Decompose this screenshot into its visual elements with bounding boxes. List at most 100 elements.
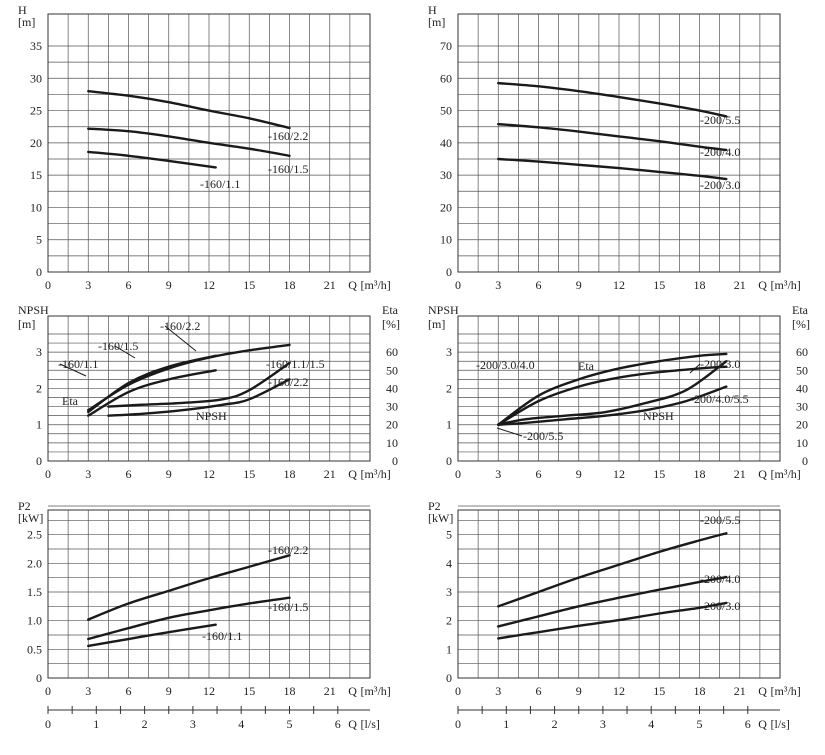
- x-tick-label: 6: [126, 684, 132, 698]
- y-tick-label: 2.0: [27, 556, 42, 570]
- label-leader: [496, 427, 523, 437]
- series-line--160-1-5: [87, 127, 291, 157]
- x-tick-label: 15: [653, 467, 665, 481]
- x-tick-label: 15: [243, 467, 255, 481]
- x-tick-label: 3: [495, 467, 501, 481]
- y2-axis-label: Eta: [382, 303, 399, 317]
- x-axis-unit: [m³/h]: [361, 684, 391, 698]
- y-tick-label: 2.5: [27, 528, 42, 542]
- y2-tick-label: 40: [386, 381, 398, 395]
- series-label: -160/1.1: [58, 357, 98, 371]
- x-tick-label: 18: [694, 278, 706, 292]
- x2-tick-label: 4: [238, 717, 244, 731]
- x-axis-unit: [m³/h]: [771, 278, 801, 292]
- series-label: -200/4.0: [700, 145, 740, 159]
- x-tick-label: 6: [536, 684, 542, 698]
- x-tick-label: 18: [284, 684, 296, 698]
- y-tick-label: 15: [30, 168, 42, 182]
- x-tick-label: 9: [166, 684, 172, 698]
- x-tick-label: 9: [166, 467, 172, 481]
- y-tick-label: 0: [36, 454, 42, 468]
- x2-tick-label: 6: [335, 717, 341, 731]
- x2-tick-label: 6: [745, 717, 751, 731]
- x-tick-label: 0: [45, 467, 51, 481]
- x-axis-label: Q: [758, 467, 767, 481]
- annotation-eta: Eta: [578, 359, 595, 373]
- x-tick-label: 9: [166, 278, 172, 292]
- y2-tick-label: 10: [386, 436, 398, 450]
- y-tick-label: 10: [440, 233, 452, 247]
- y-tick-label: 60: [440, 71, 452, 85]
- y-tick-label: 1: [36, 418, 42, 432]
- series-line--160-1-5: [87, 354, 217, 414]
- series-line--160-2-2: [87, 554, 291, 621]
- annotation-npsh: NPSH: [196, 409, 227, 423]
- y-tick-label: 50: [440, 104, 452, 118]
- series-line--160-2-2: [107, 378, 291, 417]
- y-tick-label: 35: [30, 39, 42, 53]
- x-tick-label: 6: [536, 467, 542, 481]
- series-line--160-1-1: [87, 150, 217, 169]
- grid: [457, 13, 781, 273]
- x2-tick-label: 2: [142, 717, 148, 731]
- y2-tick-label: 0: [802, 454, 808, 468]
- y-tick-label: 5: [446, 528, 452, 542]
- x-tick-label: 15: [653, 278, 665, 292]
- label-leader: [689, 363, 701, 374]
- x-tick-label: 21: [734, 684, 746, 698]
- plot-frame: [457, 13, 781, 273]
- y2-axis-unit: [%]: [382, 317, 400, 331]
- x-tick-label: 0: [455, 684, 461, 698]
- y-tick-label: 1: [446, 642, 452, 656]
- y-tick-label: 30: [440, 168, 452, 182]
- y-tick-label: 0: [446, 454, 452, 468]
- series-label: -160/1.5: [268, 162, 308, 176]
- x-axis-unit: [m³/h]: [771, 467, 801, 481]
- x-axis-unit: [m³/h]: [361, 278, 391, 292]
- y-tick-label: 0: [36, 671, 42, 685]
- x-tick-label: 18: [284, 467, 296, 481]
- y-tick-label: 2: [446, 381, 452, 395]
- grid: [457, 315, 781, 462]
- y-tick-label: 20: [440, 200, 452, 214]
- y-tick-label: 40: [440, 136, 452, 150]
- series-label: -160/1.1: [200, 177, 240, 191]
- x2-axis-label: Q: [348, 717, 357, 731]
- x-tick-label: 6: [126, 467, 132, 481]
- y-tick-label: 70: [440, 39, 452, 53]
- y2-tick-label: 0: [392, 454, 398, 468]
- x-tick-label: 3: [85, 684, 91, 698]
- x-tick-label: 18: [694, 684, 706, 698]
- y-axis-label: NPSH: [18, 303, 49, 317]
- x-tick-label: 15: [243, 684, 255, 698]
- x-tick-label: 12: [203, 278, 215, 292]
- x2-tick-label: 2: [552, 717, 558, 731]
- series-label: -160/1.5: [268, 600, 308, 614]
- x-axis-unit: [m³/h]: [771, 684, 801, 698]
- y-axis-label: NPSH: [428, 303, 459, 317]
- y-tick-label: 0: [446, 671, 452, 685]
- y2-tick-label: 60: [386, 345, 398, 359]
- series-label: -200/5.5: [523, 429, 563, 443]
- series-label: -200/4.0: [700, 572, 740, 586]
- x-tick-label: 15: [243, 278, 255, 292]
- series-label: -200/3.0/4.0: [476, 358, 535, 372]
- series-label: -200/5.5: [700, 113, 740, 127]
- x2-tick-label: 3: [600, 717, 606, 731]
- x-tick-label: 21: [324, 467, 336, 481]
- y-axis-label: P2: [428, 499, 441, 513]
- y-tick-label: 4: [446, 556, 452, 570]
- y-axis-unit: [kW]: [428, 511, 453, 525]
- series-label: -160/1.5: [98, 339, 138, 353]
- series-label: -200/3.0: [700, 178, 740, 192]
- plot-frame: [47, 509, 371, 679]
- series-line--200-4-0: [497, 122, 728, 152]
- x2-axis-unit: [l/s]: [361, 717, 380, 731]
- x-axis-label: Q: [348, 684, 357, 698]
- x2-tick-label: 5: [287, 717, 293, 731]
- y-tick-label: 0: [36, 265, 42, 279]
- grid: [47, 315, 371, 462]
